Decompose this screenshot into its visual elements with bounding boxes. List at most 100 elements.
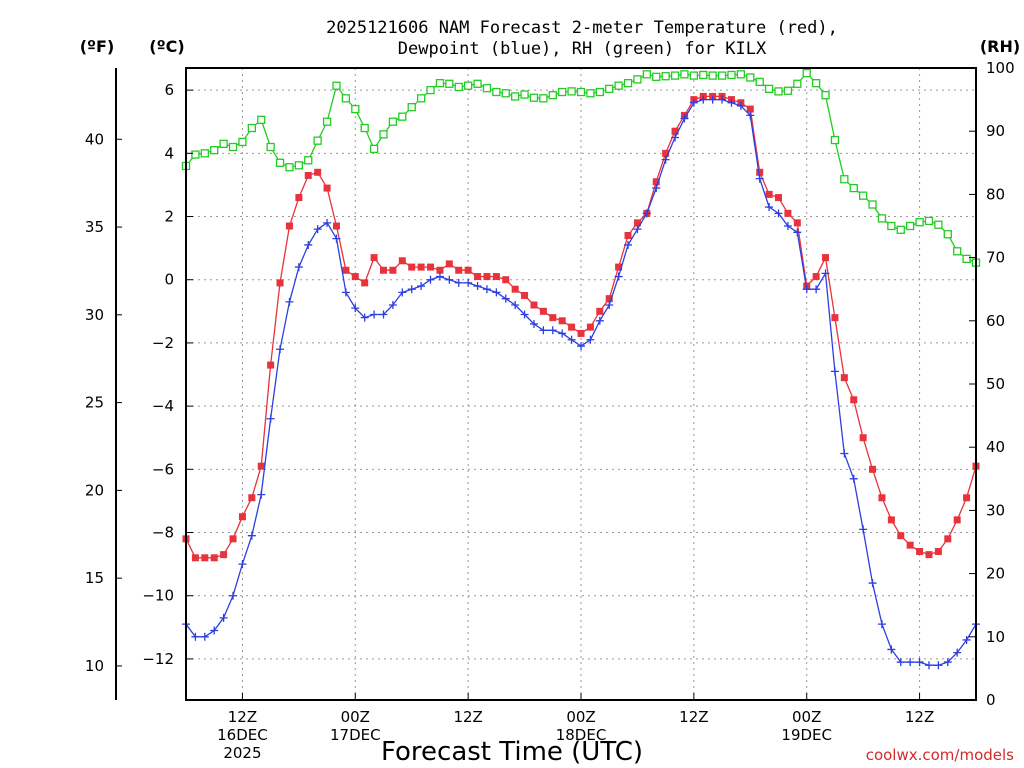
celsius-tick-label: 0 <box>164 271 174 289</box>
rh-point <box>586 89 595 98</box>
rh-tick-label: 50 <box>986 375 1005 393</box>
rh-point <box>257 115 266 124</box>
dewpoint-point <box>407 285 416 294</box>
temperature-point <box>380 266 387 274</box>
rh-point <box>614 81 623 90</box>
dewpoint-point <box>417 282 426 291</box>
dewpoint-point <box>285 297 294 306</box>
rh-point <box>482 84 492 93</box>
x-axis-label: Forecast Time (UTC) <box>381 737 643 767</box>
temperature-point <box>304 171 312 179</box>
temperature-point <box>605 295 613 303</box>
rh-point <box>529 93 539 102</box>
rh-point <box>755 77 764 87</box>
dewpoint-point <box>257 490 266 499</box>
dewpoint-point <box>247 531 256 540</box>
temperature-point <box>925 551 933 559</box>
temperature-point <box>596 307 604 315</box>
rh-point <box>783 86 793 95</box>
rh-point <box>623 79 633 88</box>
dewpoint-point <box>821 269 830 278</box>
dewpoint-point <box>840 449 849 458</box>
rh-point <box>200 149 209 158</box>
rh-point <box>906 221 915 231</box>
rh-point <box>962 254 971 264</box>
dewpoint-point <box>304 240 313 249</box>
rh-point <box>708 71 717 80</box>
rh-point <box>228 142 238 152</box>
rh-point <box>191 150 200 159</box>
dewpoint-point <box>370 310 379 319</box>
dewpoint-point <box>774 209 783 218</box>
temperature-point <box>765 190 773 198</box>
temperature-point <box>483 273 491 281</box>
dewpoint-point <box>191 632 200 641</box>
dewpoint-point <box>699 95 708 104</box>
dewpoint-point <box>482 285 491 294</box>
temperature-point <box>822 254 830 262</box>
rh-point <box>774 87 783 96</box>
rh-axis: 0 10 20 30 40 50 60 70 80 90 100 <box>969 59 1015 709</box>
dewpoint-point <box>624 240 633 249</box>
series-line-2 <box>185 72 977 264</box>
dewpoint-point <box>812 285 821 294</box>
temperature-point <box>539 307 547 315</box>
rh-point <box>868 200 877 209</box>
rh-point <box>247 123 256 133</box>
temperature-point <box>963 494 971 502</box>
rh-point <box>746 73 755 82</box>
x-tick-label: 19DEC <box>781 726 832 744</box>
rh-point <box>633 75 642 84</box>
dewpoint-point <box>229 591 238 600</box>
temperature-point <box>257 462 265 470</box>
dewpoint-point <box>906 658 915 667</box>
dewpoint-point <box>783 222 792 230</box>
dewpoint-point <box>323 218 332 227</box>
rh-point <box>275 158 285 167</box>
rh-point <box>294 161 304 170</box>
dewpoint-point <box>435 272 444 281</box>
dewpoint-point <box>266 414 275 423</box>
temperature-point <box>840 374 848 382</box>
temperature-point <box>342 266 350 274</box>
rh-point <box>802 68 811 78</box>
rh-point <box>473 79 482 88</box>
dewpoint-point <box>934 661 943 670</box>
rh-tick-label: 10 <box>986 628 1005 646</box>
temperature-point <box>916 547 924 555</box>
dewpoint-point <box>520 310 529 319</box>
temperature-point <box>624 231 632 239</box>
rh-point <box>210 146 219 155</box>
fahrenheit-tick-label: 35 <box>85 218 104 236</box>
x-tick-label: 12Z <box>453 708 482 726</box>
rh-point <box>670 71 680 80</box>
temperature-point <box>577 329 585 337</box>
rh-point <box>717 71 727 80</box>
dewpoint-point <box>501 294 510 303</box>
dewpoint-point <box>614 272 623 281</box>
temperature-point <box>445 260 453 268</box>
temperature-point <box>295 194 303 202</box>
dewpoint-point <box>896 658 905 667</box>
rh-point <box>501 89 510 98</box>
temperature-point <box>229 535 237 543</box>
temperature-point <box>586 323 594 331</box>
temperature-point <box>859 434 867 442</box>
rh-tick-label: 80 <box>986 185 1005 203</box>
unit-rh: (RH) <box>980 37 1020 56</box>
rh-point <box>379 130 388 139</box>
rh-point <box>877 214 887 223</box>
rh-point <box>492 87 501 97</box>
x-tick-label: 12Z <box>905 708 934 726</box>
credit-text: coolwx.com/models <box>866 746 1014 764</box>
chart-title-line2: Dewpoint (blue), RH (green) for KILX <box>398 39 767 59</box>
rh-point <box>548 91 557 100</box>
temperature-point <box>267 361 275 369</box>
dewpoint-point <box>454 278 463 287</box>
fahrenheit-tick-label: 10 <box>85 657 104 675</box>
rh-point <box>238 137 247 147</box>
dewpoint-point <box>793 228 802 237</box>
x-tick-label: 00Z <box>792 708 821 726</box>
temperature-point <box>756 168 764 176</box>
rh-point <box>426 85 435 95</box>
